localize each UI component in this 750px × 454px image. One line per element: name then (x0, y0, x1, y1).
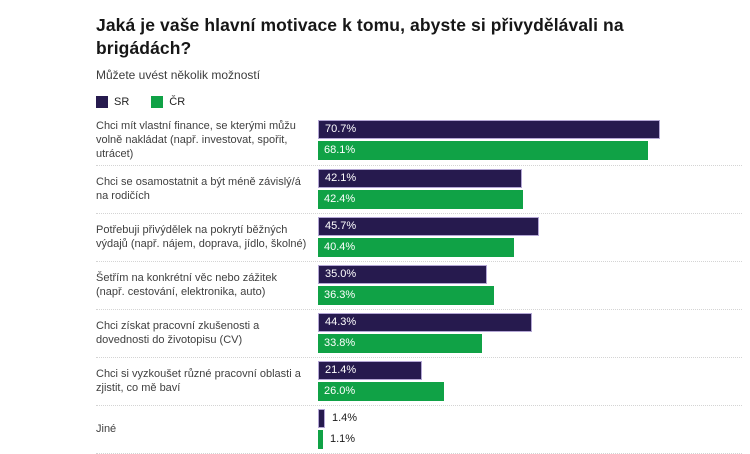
bar-cr: 36.3% (318, 286, 494, 305)
bar-value-label: 44.3% (325, 316, 357, 328)
chart-row: Chci mít vlastní finance, se kterými můž… (96, 116, 742, 166)
bar-line: 1.1% (318, 430, 742, 449)
bar-cr: 68.1% (318, 141, 648, 160)
chart-row: Chci si vyzkoušet různé pracovní oblasti… (96, 358, 742, 406)
chart-legend: SR ČR (96, 95, 742, 108)
chart-row: Potřebuji přivýdělek na pokrytí běžných … (96, 214, 742, 262)
bar-value-label: 70.7% (325, 123, 357, 135)
row-label: Potřebuji přivýdělek na pokrytí běžných … (96, 224, 307, 250)
bar-line: 33.8% (318, 334, 742, 353)
bar-value-label: 26.0% (324, 385, 356, 397)
chart-rows: Chci mít vlastní finance, se kterými můž… (96, 116, 742, 454)
bar-value-label: 35.0% (325, 268, 357, 280)
bar-value-label: 42.4% (324, 193, 356, 205)
chart-row: Šetřím na konkrétní věc nebo zážitek (na… (96, 262, 742, 310)
bar-line: 42.4% (318, 190, 742, 209)
legend-item-sr: SR (96, 95, 130, 108)
bar-value-label: 42.1% (325, 172, 357, 184)
bar-line: 42.1% (318, 169, 742, 188)
bar-line: 35.0% (318, 265, 742, 284)
row-bars: 42.1% 42.4% (318, 169, 742, 209)
row-bars: 45.7% 40.4% (318, 217, 742, 257)
bar-value-label: 1.4% (332, 412, 358, 424)
bar-cr: 40.4% (318, 238, 514, 257)
row-bars: 70.7% 68.1% (318, 120, 742, 160)
legend-swatch-icon (96, 95, 108, 108)
row-label: Chci si vyzkoušet různé pracovní oblasti… (96, 368, 301, 394)
bar-line: 68.1% (318, 141, 742, 160)
row-label: Chci získat pracovní zkušenosti a dovedn… (96, 320, 260, 346)
bar-value-label: 45.7% (325, 220, 357, 232)
chart-title: Jaká je vaše hlavní motivace k tomu, aby… (96, 15, 624, 58)
row-label: Jiné (96, 423, 117, 435)
chart-row: Chci získat pracovní zkušenosti a dovedn… (96, 310, 742, 358)
row-label: Chci se osamostatnit a být méně závislý/… (96, 176, 301, 202)
bar-sr: 42.1% (318, 169, 522, 188)
bar-sr: 70.7% (318, 120, 660, 139)
bar-line: 70.7% (318, 120, 742, 139)
bar-cr: 42.4% (318, 190, 523, 209)
bar-value-label: 68.1% (324, 144, 356, 156)
legend-label: SR (114, 95, 130, 108)
bar-line: 44.3% (318, 313, 742, 332)
row-label: Šetřím na konkrétní věc nebo zážitek (na… (96, 272, 277, 298)
row-label: Chci mít vlastní finance, se kterými můž… (96, 120, 296, 160)
chart-row: Chci se osamostatnit a být méně závislý/… (96, 166, 742, 214)
bar-sr: 21.4% (318, 361, 422, 380)
legend-item-cr: ČR (151, 95, 186, 108)
row-bars: 21.4% 26.0% (318, 361, 742, 401)
chart-row: Jiné 1.4% 1.1% (96, 406, 742, 454)
bar-value-label: 40.4% (324, 241, 356, 253)
bar-value-label: 1.1% (330, 433, 356, 445)
bar-cr: 33.8% (318, 334, 482, 353)
row-bars: 44.3% 33.8% (318, 313, 742, 353)
bar-line: 1.4% (318, 409, 742, 428)
chart-subtitle: Můžete uvést několik možností (96, 68, 261, 82)
bar-value-label: 33.8% (324, 337, 356, 349)
legend-swatch-icon (151, 95, 164, 108)
legend-label: ČR (169, 95, 186, 108)
bar-value-label: 21.4% (325, 364, 357, 376)
bar-sr (318, 409, 325, 428)
bar-sr: 44.3% (318, 313, 532, 332)
bar-line: 26.0% (318, 382, 742, 401)
bar-cr: 26.0% (318, 382, 444, 401)
bar-line: 36.3% (318, 286, 742, 305)
bar-line: 40.4% (318, 238, 742, 257)
bar-sr: 45.7% (318, 217, 539, 236)
row-bars: 1.4% 1.1% (318, 409, 742, 449)
row-bars: 35.0% 36.3% (318, 265, 742, 305)
bar-cr (318, 430, 323, 449)
bar-value-label: 36.3% (324, 289, 356, 301)
bar-sr: 35.0% (318, 265, 487, 284)
bar-line: 21.4% (318, 361, 742, 380)
bar-line: 45.7% (318, 217, 742, 236)
